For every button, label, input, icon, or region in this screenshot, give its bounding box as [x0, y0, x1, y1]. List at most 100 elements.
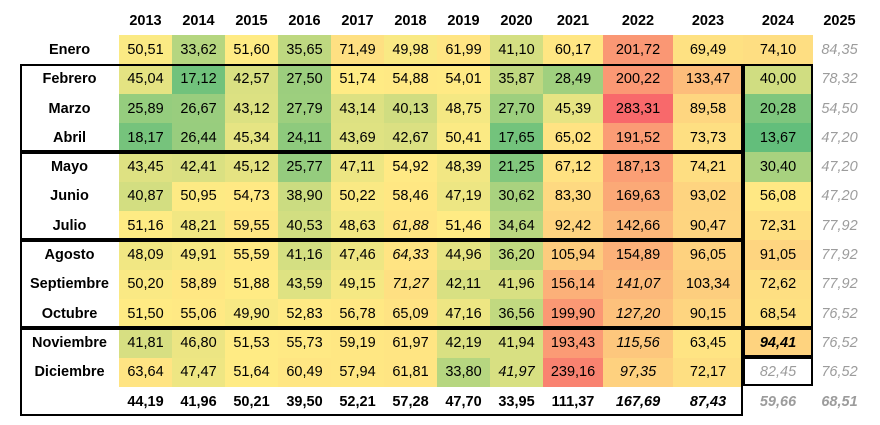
- value-cell: 49,90: [225, 298, 278, 329]
- totals-label-cell: [20, 387, 119, 417]
- value-cell: 40,87: [119, 181, 172, 212]
- value-cell: 45,39: [543, 93, 603, 124]
- value-cell: 36,20: [490, 240, 543, 270]
- table-row: Noviembre 41,81 46,80 51,53 55,73 59,19 61,97 4…: [20, 328, 866, 358]
- value-cell: 78,32: [813, 64, 866, 94]
- value-cell: 35,87: [490, 64, 543, 94]
- value-cell: 51,46: [437, 211, 490, 241]
- corner-cell: [20, 6, 119, 35]
- value-cell: 65,09: [384, 298, 437, 329]
- price-table-container: 2013 2014 2015 2016 2017 2018 2019 2020 2021 2022…: [20, 6, 866, 417]
- value-cell: 50,51: [119, 35, 172, 65]
- table-row: Septiembre 50,20 58,89 51,88 43,59 49,15 71,27…: [20, 269, 866, 299]
- value-cell: 68,54: [743, 298, 813, 329]
- annual-average-cell: 57,28: [392, 393, 429, 410]
- value-cell: 13,67: [743, 123, 813, 153]
- value-cell: 30,62: [490, 181, 543, 212]
- value-cell: 28,49: [543, 64, 603, 94]
- value-cell: 48,09: [119, 240, 172, 270]
- value-cell: 26,67: [172, 93, 225, 124]
- year-header-2021: 2021: [556, 12, 590, 29]
- year-header-2024: 2024: [761, 12, 795, 29]
- value-cell: 26,44: [172, 123, 225, 153]
- month-label: Octubre: [20, 298, 119, 329]
- value-cell: 105,94: [543, 240, 603, 270]
- value-cell: 93,02: [673, 181, 743, 212]
- table-row: Diciembre 63,64 47,47 51,64 60,49 57,94 61,81 3…: [20, 357, 866, 387]
- value-cell: 33,80: [437, 357, 490, 387]
- value-cell: 40,00: [743, 64, 813, 94]
- table-row: Agosto 48,09 49,91 55,59 41,16 47,46 64,33 44,9…: [20, 240, 866, 270]
- year-header-2018: 2018: [394, 12, 427, 29]
- month-label: Septiembre: [20, 269, 119, 299]
- value-cell: 72,31: [743, 211, 813, 241]
- table-row: Julio 51,16 48,21 59,55 40,53 48,63 61,88 51,46…: [20, 211, 866, 241]
- table-row: Abril 18,17 26,44 45,34 24,11 43,69 42,67 50,41…: [20, 123, 866, 153]
- month-label: Enero: [20, 35, 119, 65]
- value-cell: 76,52: [813, 298, 866, 329]
- value-cell: 64,33: [384, 240, 437, 270]
- value-cell: 50,22: [331, 181, 384, 212]
- value-cell: 46,80: [172, 328, 225, 358]
- value-cell: 54,01: [437, 64, 490, 94]
- value-cell: 45,12: [225, 152, 278, 182]
- annual-average-cell: 59,66: [759, 393, 797, 410]
- value-cell: 41,96: [490, 269, 543, 299]
- annual-average-cell: 39,50: [286, 393, 323, 410]
- value-cell: 199,90: [543, 298, 603, 329]
- value-cell: 51,60: [225, 35, 278, 65]
- value-cell: 90,15: [673, 298, 743, 329]
- value-cell: 60,17: [543, 35, 603, 65]
- value-cell: 34,64: [490, 211, 543, 241]
- value-cell: 61,88: [384, 211, 437, 241]
- year-header-2019: 2019: [447, 12, 480, 29]
- year-header-2022: 2022: [621, 12, 655, 29]
- value-cell: 51,74: [331, 64, 384, 94]
- value-cell: 48,63: [331, 211, 384, 241]
- annual-average-cell: 68,51: [821, 393, 858, 410]
- value-cell: 50,41: [437, 123, 490, 153]
- value-cell: 239,16: [543, 357, 603, 387]
- year-header-2014: 2014: [182, 12, 215, 29]
- annual-average-cell: 33,95: [498, 393, 535, 410]
- value-cell: 50,95: [172, 181, 225, 212]
- value-cell: 41,97: [490, 357, 543, 387]
- value-cell: 43,14: [331, 93, 384, 124]
- value-cell: 27,79: [278, 93, 331, 124]
- table-row: Febrero 45,04 17,12 42,57 27,50 51,74 54,88 54,…: [20, 64, 866, 94]
- value-cell: 97,35: [603, 357, 673, 387]
- value-cell: 103,34: [673, 269, 743, 299]
- value-cell: 20,28: [743, 93, 813, 124]
- value-cell: 55,73: [278, 328, 331, 358]
- value-cell: 57,94: [331, 357, 384, 387]
- value-cell: 127,20: [603, 298, 673, 329]
- value-cell: 25,77: [278, 152, 331, 182]
- value-cell: 47,46: [331, 240, 384, 270]
- value-cell: 54,73: [225, 181, 278, 212]
- value-cell: 72,62: [743, 269, 813, 299]
- annual-average-cell: 167,69: [615, 393, 661, 410]
- totals-row: 44,19 41,96 50,21 39,50 52,21 57,28 47,70 33,95…: [20, 387, 866, 417]
- value-cell: 54,88: [384, 64, 437, 94]
- value-cell: 63,45: [673, 328, 743, 358]
- value-cell: 191,52: [603, 123, 673, 153]
- value-cell: 76,52: [813, 357, 866, 387]
- value-cell: 58,46: [384, 181, 437, 212]
- value-cell: 51,53: [225, 328, 278, 358]
- value-cell: 17,12: [172, 64, 225, 94]
- value-cell: 82,45: [743, 357, 813, 387]
- value-cell: 59,19: [331, 328, 384, 358]
- value-cell: 77,92: [813, 269, 866, 299]
- value-cell: 77,92: [813, 211, 866, 241]
- value-cell: 45,04: [119, 64, 172, 94]
- year-header-2015: 2015: [235, 12, 268, 29]
- value-cell: 47,16: [437, 298, 490, 329]
- value-cell: 89,58: [673, 93, 743, 124]
- table-row: Enero 50,51 33,62 51,60 35,65 71,49 49,98 61,99…: [20, 35, 866, 65]
- value-cell: 41,81: [119, 328, 172, 358]
- value-cell: 55,06: [172, 298, 225, 329]
- value-cell: 24,11: [278, 123, 331, 153]
- value-cell: 49,15: [331, 269, 384, 299]
- value-cell: 56,08: [743, 181, 813, 212]
- value-cell: 58,89: [172, 269, 225, 299]
